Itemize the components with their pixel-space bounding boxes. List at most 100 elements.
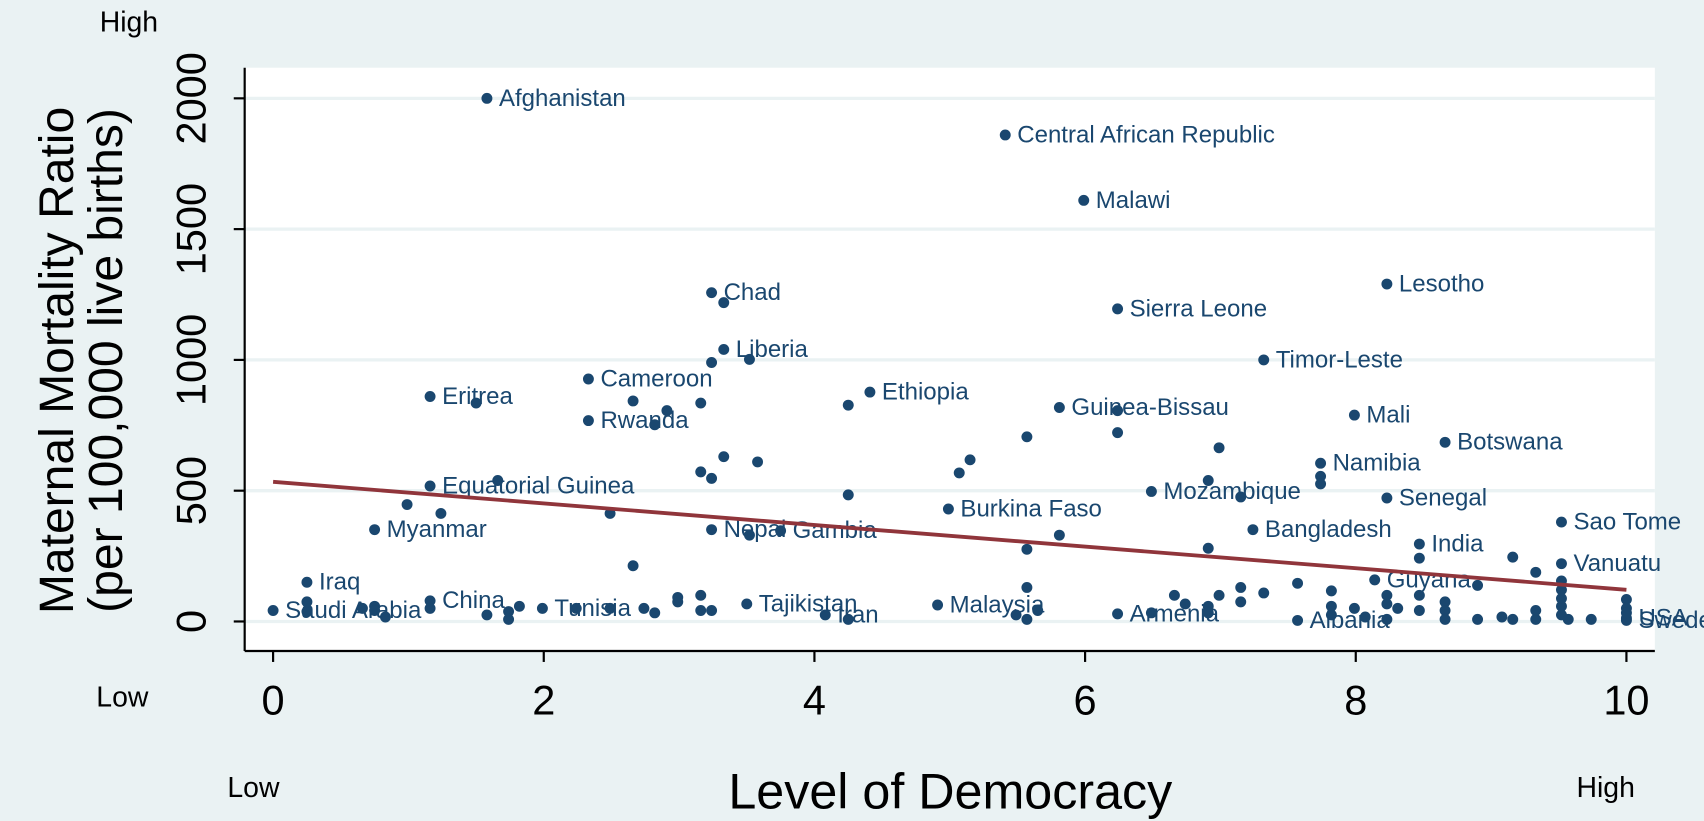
point <box>1078 194 1090 206</box>
point <box>1507 551 1519 563</box>
point <box>424 595 436 607</box>
x-high: High <box>1576 772 1634 804</box>
point <box>1202 475 1214 486</box>
point <box>1292 577 1304 589</box>
point <box>706 287 718 299</box>
point <box>267 605 279 616</box>
point-label: Ethiopia <box>882 379 969 406</box>
point <box>842 489 854 501</box>
point-label: Lesotho <box>1399 270 1484 297</box>
point <box>1112 608 1124 620</box>
point <box>1213 442 1225 454</box>
point <box>424 480 436 492</box>
point-label: Mali <box>1366 402 1410 429</box>
point <box>1348 602 1360 614</box>
point <box>627 395 639 407</box>
point-label: Equatorial Guinea <box>442 472 635 499</box>
point-label: Senegal <box>1399 484 1487 511</box>
point <box>513 600 525 612</box>
point <box>718 343 730 355</box>
y-axis-label: Maternal Mortality Ratio <box>30 107 84 614</box>
x-tick-label: 10 <box>1603 676 1649 723</box>
point-label: Sao Tome <box>1573 509 1681 536</box>
point-label: Rwanda <box>600 407 689 434</box>
point <box>1315 478 1327 490</box>
point <box>536 602 548 614</box>
point <box>864 386 876 398</box>
point-label: China <box>442 587 505 614</box>
point <box>1439 596 1451 608</box>
y-axis-label: (per 100,000 live births) <box>79 108 133 613</box>
point <box>1325 600 1337 612</box>
point <box>649 419 661 431</box>
point <box>1530 613 1542 625</box>
point <box>741 598 753 610</box>
point <box>718 451 730 463</box>
point <box>1010 609 1022 621</box>
y-low: Low <box>96 682 149 714</box>
point <box>1556 600 1567 612</box>
point <box>752 456 764 468</box>
point <box>1472 613 1484 625</box>
point <box>953 467 965 479</box>
point <box>1032 605 1044 616</box>
point <box>1292 614 1304 626</box>
y-tick-label: 2000 <box>167 52 214 144</box>
point <box>1145 486 1157 497</box>
x-tick-label: 0 <box>262 676 285 723</box>
point <box>1235 491 1247 503</box>
point <box>570 602 582 614</box>
point <box>1021 582 1033 593</box>
point <box>1369 574 1381 586</box>
point-label: Timor-Leste <box>1276 346 1403 373</box>
point <box>842 613 854 625</box>
point <box>1472 579 1484 591</box>
point <box>369 524 381 536</box>
point <box>695 589 707 601</box>
point <box>604 602 616 614</box>
point <box>1392 602 1404 614</box>
point <box>1348 409 1360 421</box>
point <box>1112 427 1124 439</box>
point <box>1359 611 1371 623</box>
point <box>1021 613 1033 625</box>
point <box>1213 589 1225 601</box>
point-label: USA <box>1638 605 1687 632</box>
point <box>379 611 391 623</box>
point <box>1413 589 1425 601</box>
point <box>819 609 831 621</box>
point <box>1315 470 1327 482</box>
point <box>1202 542 1214 554</box>
point <box>1556 516 1567 528</box>
point <box>301 606 313 617</box>
point <box>424 391 436 402</box>
fit-line <box>272 479 1627 592</box>
point <box>356 602 368 614</box>
point <box>1439 613 1451 625</box>
point <box>706 472 718 484</box>
point <box>424 602 436 614</box>
point <box>1021 543 1033 555</box>
point <box>1381 492 1393 504</box>
point-label: India <box>1431 530 1484 557</box>
point-label: Tajikistan <box>759 590 858 617</box>
y-tick-label: 500 <box>167 456 214 525</box>
point-label: Tunisia <box>554 595 631 622</box>
point <box>744 353 755 365</box>
point <box>1556 584 1567 596</box>
point <box>627 560 639 572</box>
point <box>582 415 594 427</box>
point <box>1235 582 1247 593</box>
x-tick-label: 8 <box>1344 676 1367 723</box>
point-label: Iran <box>837 601 878 628</box>
point <box>672 591 684 603</box>
point <box>1315 457 1327 469</box>
point-label: Sweden <box>1638 607 1704 634</box>
point <box>1145 607 1157 619</box>
point <box>1325 585 1337 597</box>
point <box>718 297 730 309</box>
point <box>481 609 493 621</box>
point <box>695 397 707 409</box>
point-label: Malaysia <box>950 591 1045 618</box>
